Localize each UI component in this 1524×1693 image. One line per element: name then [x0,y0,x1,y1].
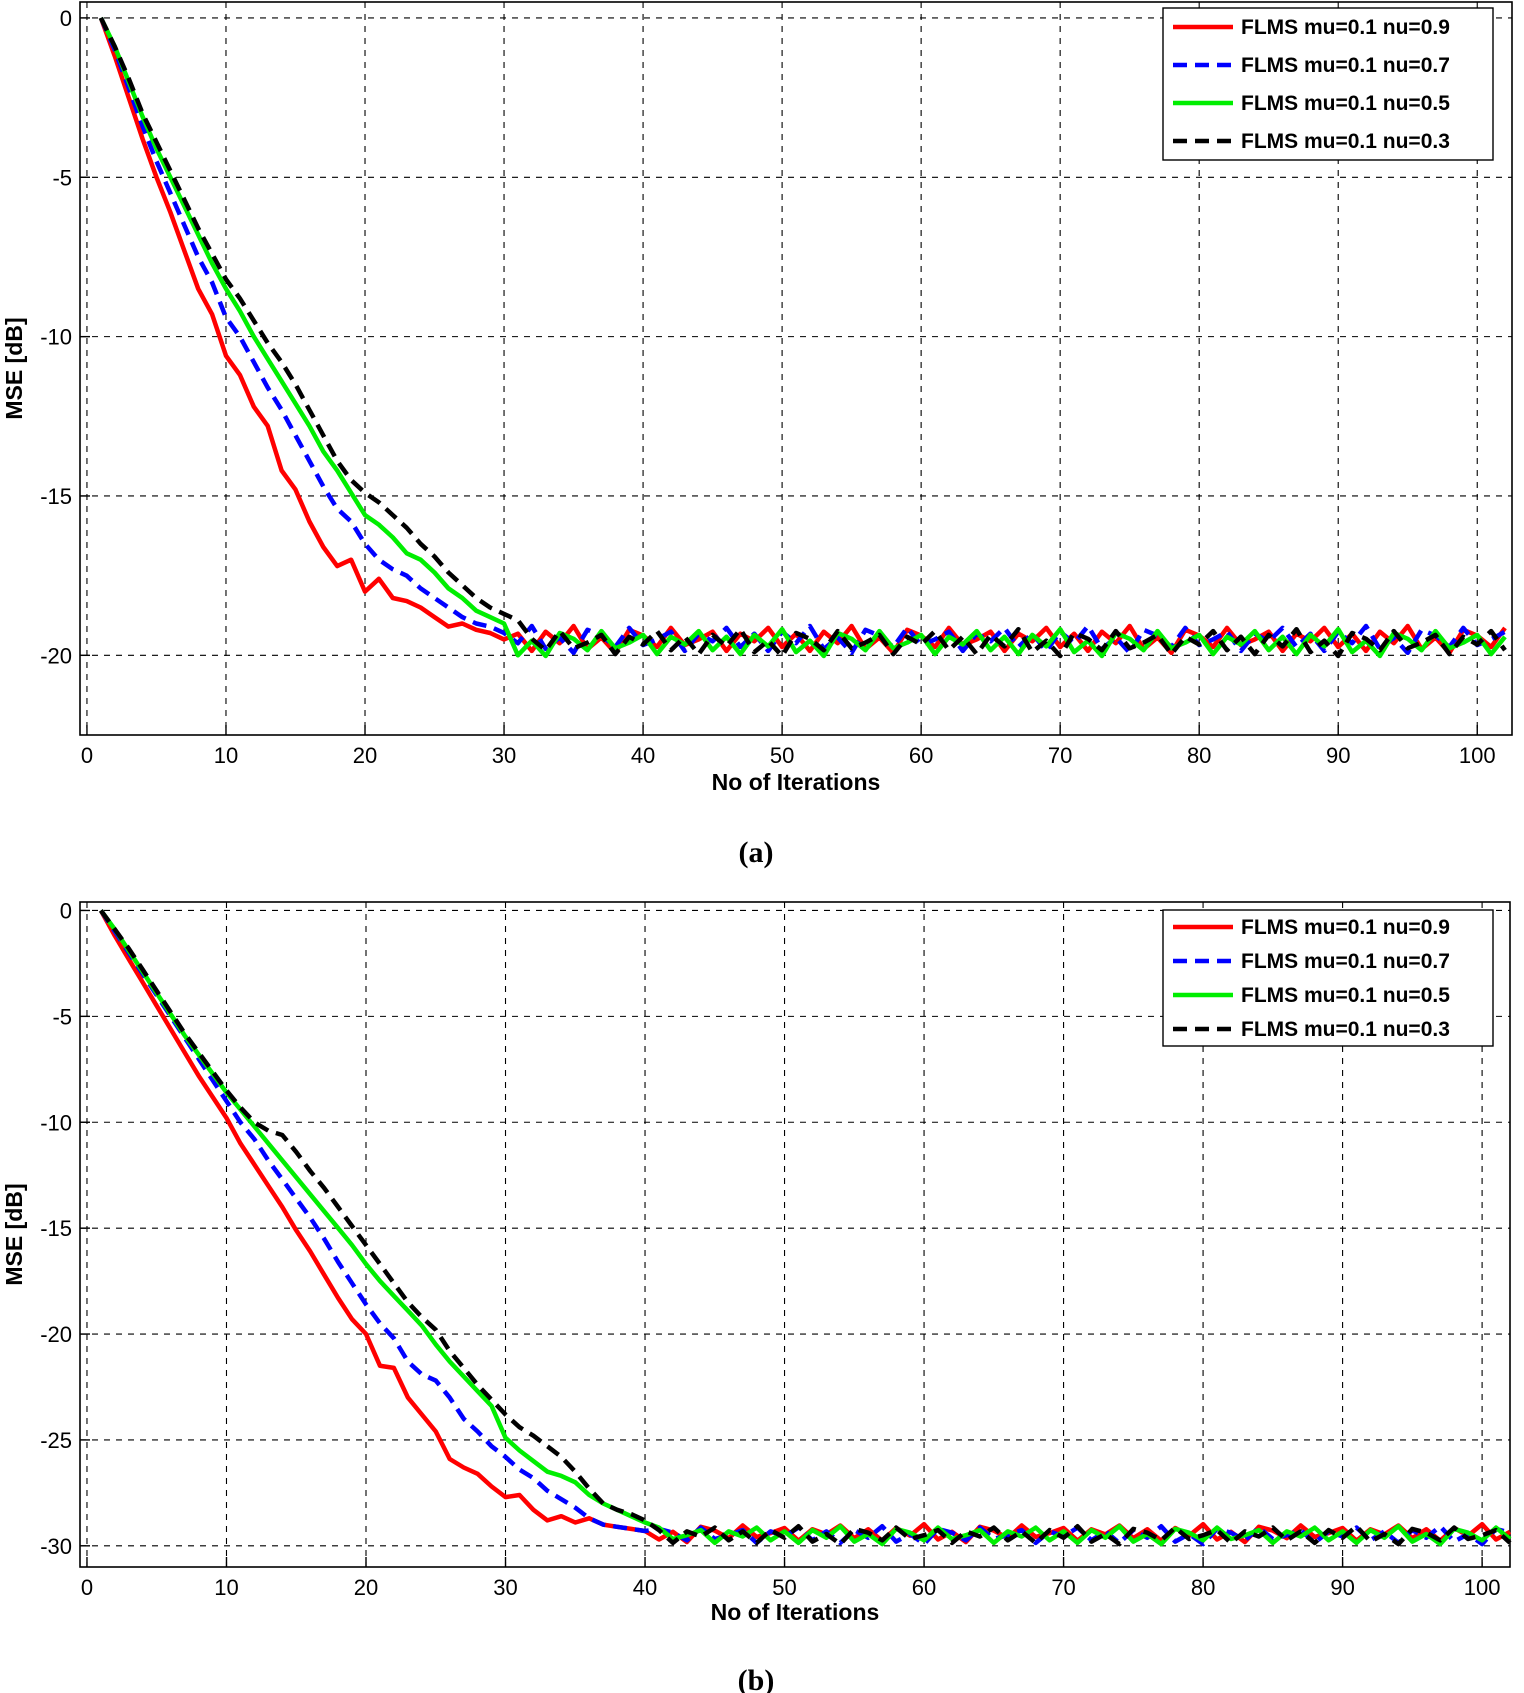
y-tick-label: -10 [40,1110,72,1135]
x-tick-label: 40 [633,1575,657,1600]
series-line [98,16,1507,659]
legend-label: FLMS mu=0.1 nu=0.3 [1241,130,1450,153]
x-tick-label: 0 [81,743,93,768]
x-tick-label: 20 [353,743,377,768]
x-tick-label: 90 [1330,1575,1354,1600]
legend-box [1162,7,1494,161]
legend-label: FLMS mu=0.1 nu=0.3 [1241,1018,1450,1041]
x-tick-label: 80 [1191,1575,1215,1600]
x-tick-label: 50 [772,1575,796,1600]
series-line [99,909,1512,1547]
x-tick-label: 10 [214,743,238,768]
x-tick-label: 70 [1048,743,1072,768]
plot-frame [79,901,1511,1568]
caption-a: (a) [739,836,774,869]
x-tick-label: 20 [354,1575,378,1600]
y-tick-label: -20 [40,1322,72,1347]
y-tick-label: -15 [40,1216,72,1241]
y-tick-label: -5 [52,1004,72,1029]
legend-label: FLMS mu=0.1 nu=0.5 [1241,984,1450,1007]
x-axis-label: No of Iterations [711,1599,880,1625]
x-tick-label: 60 [912,1575,936,1600]
legend-label: FLMS mu=0.1 nu=0.5 [1241,92,1450,115]
x-tick-label: 90 [1326,743,1350,768]
caption-b: (b) [738,1664,775,1693]
y-tick-label: -20 [40,643,72,668]
x-tick-label: 100 [1464,1575,1501,1600]
chart-panel-b: 0 10 20 30 40 50 60 70 80 90 100 0 -5 -10 -15 -20 -25 -30… [1,898,1512,1625]
x-tick-label: 30 [493,1575,517,1600]
y-tick-label: -25 [40,1428,72,1453]
x-tick-label: 40 [631,743,655,768]
legend-label: FLMS mu=0.1 nu=0.7 [1241,950,1450,973]
x-tick-label: 100 [1459,743,1496,768]
y-tick-label: -15 [40,484,72,509]
y-tick-label: 0 [60,6,72,31]
legend-box [1162,909,1494,1047]
y-axis-label: MSE [dB] [1,1183,27,1285]
x-tick-label: 0 [81,1575,93,1600]
x-tick-label: 50 [770,743,794,768]
y-tick-label: -5 [52,165,72,190]
x-tick-label: 60 [909,743,933,768]
series-line [99,909,1512,1547]
y-tick-label: -10 [40,325,72,350]
x-tick-label: 10 [214,1575,238,1600]
y-tick-label: 0 [60,898,72,923]
plot-frame [79,1,1513,736]
chart-panel-a: 0 10 20 30 40 50 60 70 80 90 100 0 -5 -10 -15 -20 No of … [1,1,1513,795]
x-axis-label: No of Iterations [712,769,881,795]
series-line [98,16,1507,659]
legend-label: FLMS mu=0.1 nu=0.9 [1241,16,1450,39]
y-axis-label: MSE [dB] [1,317,27,419]
y-tick-label: -30 [40,1534,72,1559]
legend-label: FLMS mu=0.1 nu=0.7 [1241,54,1450,77]
x-tick-label: 30 [492,743,516,768]
x-tick-label: 80 [1187,743,1211,768]
x-tick-label: 70 [1051,1575,1075,1600]
legend-label: FLMS mu=0.1 nu=0.9 [1241,916,1450,939]
